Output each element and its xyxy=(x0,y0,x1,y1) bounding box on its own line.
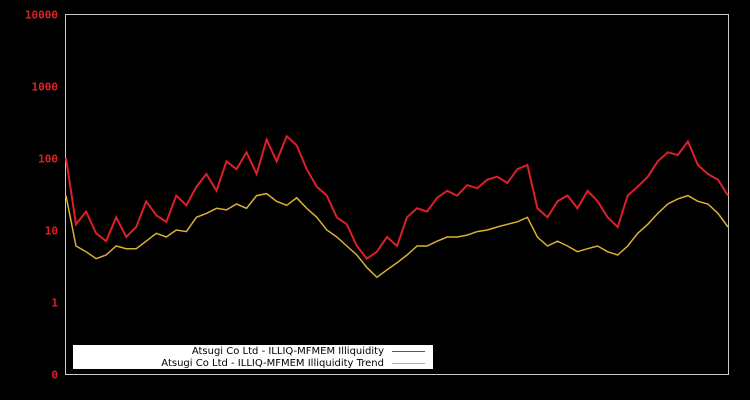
legend-item-illiquidity: Atsugi Co Ltd - ILLIQ-MFMEM Illiquidity xyxy=(192,345,425,357)
y-tick-label: 10 xyxy=(44,224,58,238)
legend-swatch-red xyxy=(392,350,425,352)
legend: Atsugi Co Ltd - ILLIQ-MFMEM Illiquidity … xyxy=(73,345,433,369)
y-tick-label: 100 xyxy=(38,152,58,166)
y-tick-label: 1000 xyxy=(31,80,59,94)
illiquidity-trend-line xyxy=(65,192,729,279)
legend-swatch-gold xyxy=(392,362,425,364)
legend-item-illiquidity-trend: Atsugi Co Ltd - ILLIQ-MFMEM Illiquidity … xyxy=(161,357,425,369)
plot-frame xyxy=(65,14,729,375)
legend-label: Atsugi Co Ltd - ILLIQ-MFMEM Illiquidity xyxy=(191,345,384,357)
y-tick-label: 1 xyxy=(51,296,58,310)
y-tick-label: 10000 xyxy=(24,8,58,22)
y-tick-label: 0 xyxy=(51,368,58,382)
legend-label: Atsugi Co Ltd - ILLIQ-MFMEM Illiquidity … xyxy=(161,357,384,369)
illiquidity-line xyxy=(65,134,729,261)
